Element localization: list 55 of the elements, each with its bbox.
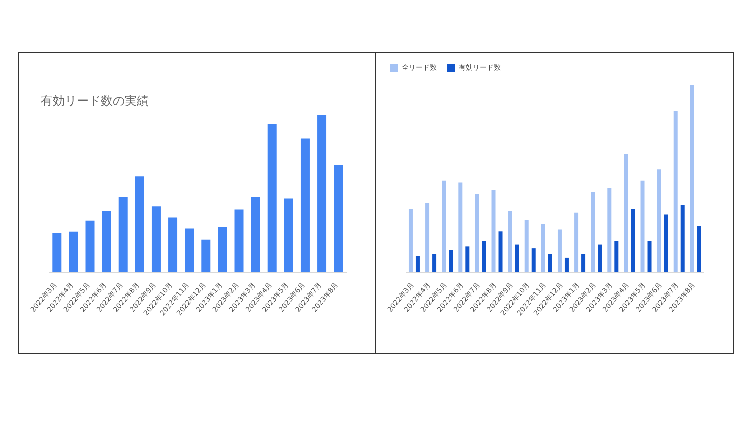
bar — [574, 212, 579, 273]
bar — [466, 246, 470, 273]
bar — [515, 244, 520, 273]
bar — [564, 258, 569, 273]
bar — [498, 232, 503, 273]
bar — [334, 166, 344, 273]
bar — [135, 176, 144, 273]
bar — [541, 224, 546, 273]
bar — [185, 228, 194, 273]
bar — [202, 240, 211, 273]
bar — [416, 256, 420, 273]
bar — [475, 194, 480, 273]
bar — [492, 190, 496, 273]
bar — [449, 250, 454, 273]
bar — [548, 254, 552, 273]
bar — [640, 180, 645, 273]
bar — [300, 138, 310, 273]
bar — [426, 203, 430, 273]
bar — [102, 211, 112, 273]
bar — [152, 206, 161, 273]
bar — [608, 188, 612, 273]
bar — [482, 241, 486, 273]
bar — [532, 248, 536, 273]
bar — [251, 197, 260, 273]
bar — [118, 197, 128, 273]
bar — [664, 214, 668, 273]
bar — [591, 192, 596, 273]
bar — [614, 241, 619, 273]
bar — [86, 220, 95, 273]
bar — [631, 209, 636, 273]
bar — [318, 115, 327, 273]
bar — [697, 226, 702, 273]
bar — [657, 170, 662, 273]
chart-title: 有効リード数の実績 — [41, 93, 149, 110]
bar — [624, 154, 628, 273]
bar — [648, 241, 652, 273]
bar — [234, 210, 244, 273]
bar — [442, 180, 446, 273]
bar — [284, 198, 294, 273]
bar — [458, 182, 463, 273]
bar — [52, 234, 62, 273]
bar — [680, 205, 685, 273]
bar — [432, 254, 437, 273]
bar — [218, 227, 228, 273]
bar — [168, 218, 178, 273]
bar — [408, 209, 413, 273]
bar — [69, 232, 78, 273]
bar — [268, 124, 277, 273]
bar — [508, 210, 512, 273]
bar — [674, 111, 678, 273]
bar — [582, 254, 586, 273]
bar — [690, 85, 694, 273]
bar — [524, 220, 529, 273]
bar — [558, 230, 562, 273]
bar — [598, 244, 602, 273]
